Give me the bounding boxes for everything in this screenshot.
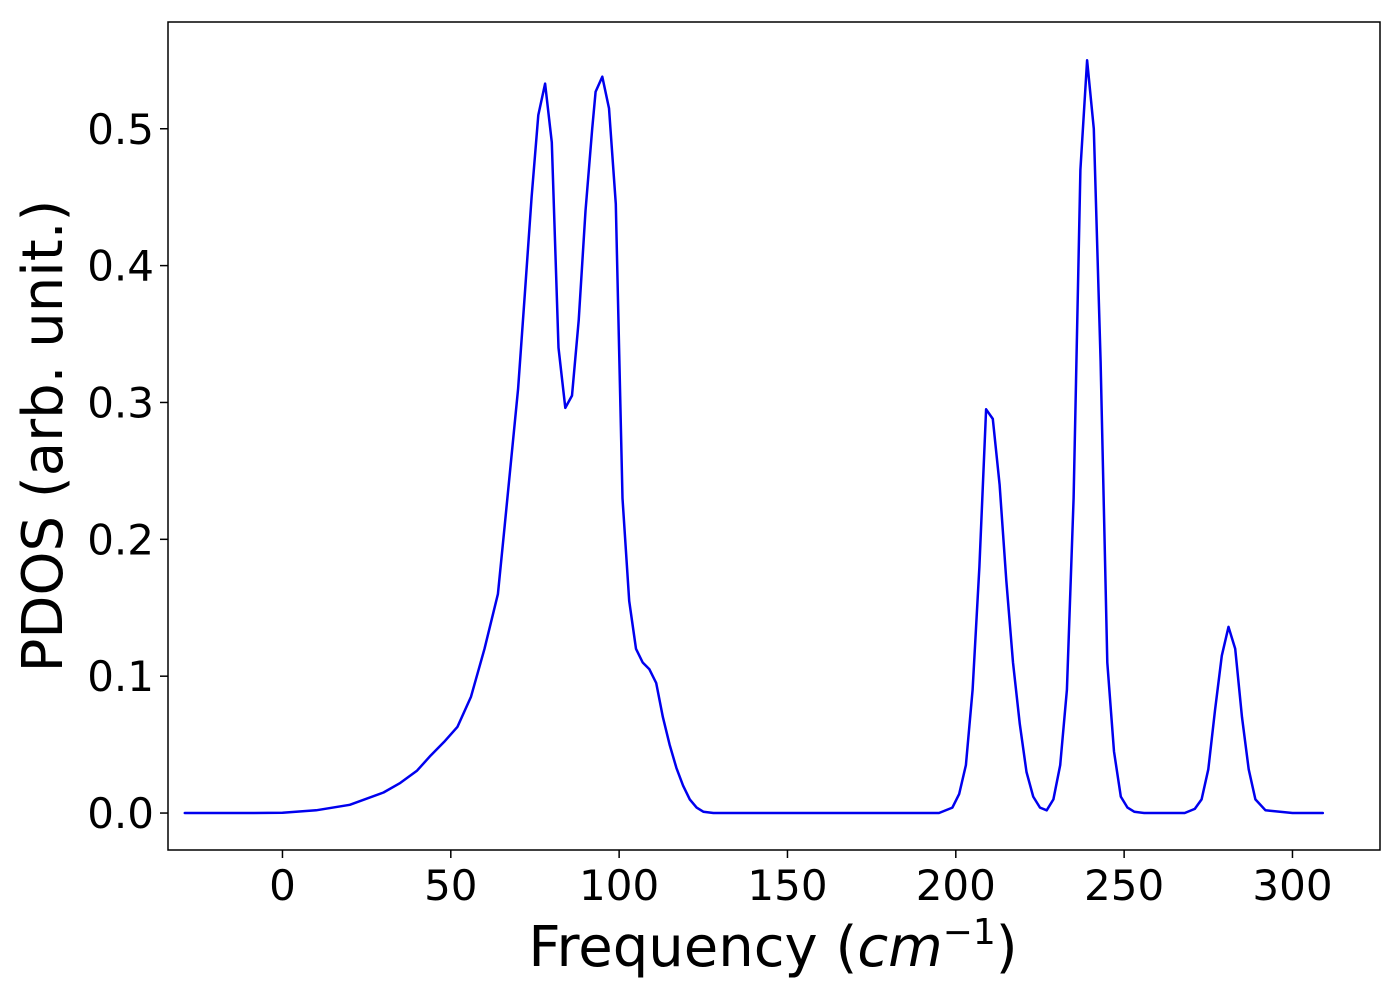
x-tick-label: 0 [269, 861, 296, 910]
y-tick-label: 0.4 [87, 242, 154, 291]
pdos-series-line [183, 59, 1325, 815]
x-axis-ticks: 0 50 100 150 200 250 300 [269, 850, 1333, 910]
x-tick-label: 50 [424, 861, 477, 910]
y-tick-label: 0.5 [87, 105, 154, 154]
plot-area [167, 21, 1381, 851]
y-axis-label: PDOS (arb. unit.) [11, 200, 76, 673]
x-axis-label: Frequency (cm−1) [528, 912, 1017, 980]
y-tick-label: 0.2 [87, 515, 154, 564]
y-axis-ticks: 0.0 0.1 0.2 0.3 0.4 0.5 [87, 105, 168, 838]
x-tick-label: 100 [579, 861, 659, 910]
series-layer [183, 59, 1325, 815]
x-tick-label: 150 [747, 861, 827, 910]
x-tick-label: 250 [1084, 861, 1164, 910]
x-tick-label: 200 [916, 861, 996, 910]
y-tick-label: 0.0 [87, 789, 154, 838]
y-tick-label: 0.3 [87, 378, 154, 427]
x-tick-label: 300 [1252, 861, 1332, 910]
y-tick-label: 0.1 [87, 652, 154, 701]
